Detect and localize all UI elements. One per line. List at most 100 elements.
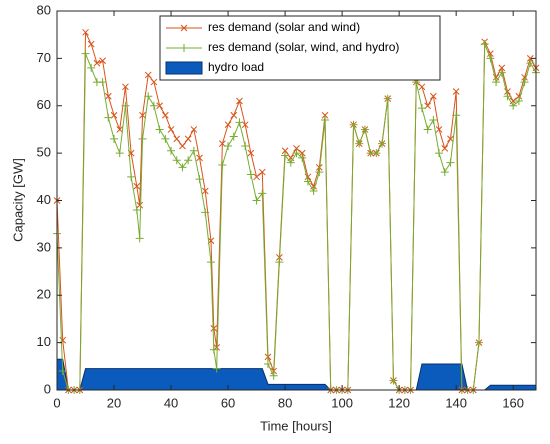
y-tick-label: 0 (44, 381, 51, 396)
y-tick-label: 60 (37, 97, 51, 112)
marker (452, 88, 460, 95)
marker (116, 126, 124, 133)
hydro-area (56, 358, 537, 391)
marker (179, 142, 186, 150)
marker (201, 208, 210, 217)
marker (82, 28, 89, 36)
marker (195, 175, 204, 184)
marker (98, 78, 107, 87)
marker (110, 134, 119, 143)
marker (133, 182, 141, 190)
x-tick-label: 0 (53, 395, 60, 410)
legend-marker (180, 44, 188, 52)
marker (230, 111, 238, 119)
y-tick-label: 40 (37, 192, 51, 207)
y-tick-label: 30 (37, 239, 51, 254)
marker (87, 40, 95, 48)
marker (206, 258, 215, 267)
marker (480, 40, 489, 49)
marker (298, 149, 306, 157)
marker (93, 59, 101, 67)
marker (383, 94, 392, 103)
marker (435, 149, 444, 158)
marker (293, 145, 300, 152)
marker (355, 139, 364, 148)
marker (286, 158, 295, 167)
marker (247, 149, 255, 157)
marker (235, 118, 244, 127)
legend-marker (180, 24, 188, 32)
marker (173, 135, 181, 143)
marker (514, 97, 523, 106)
marker (229, 132, 238, 141)
marker (315, 168, 324, 177)
marker (303, 177, 312, 186)
marker (372, 149, 381, 158)
marker (196, 154, 203, 162)
legend: res demand (solar and wind) res demand (s… (159, 15, 441, 81)
marker (144, 92, 153, 101)
marker (520, 78, 529, 87)
marker (498, 64, 506, 72)
marker (423, 125, 432, 134)
x-tick-label: 20 (107, 395, 121, 410)
x-tick-label: 80 (278, 395, 292, 410)
y-axis-label: Capacity [GW] (10, 158, 25, 242)
marker (155, 125, 164, 134)
marker (258, 189, 267, 198)
marker (429, 115, 438, 124)
marker (349, 120, 358, 129)
marker (263, 359, 272, 368)
marker (486, 54, 495, 63)
marker (418, 83, 426, 91)
marker (104, 92, 112, 100)
x-tick-label: 60 (221, 395, 235, 410)
marker (81, 49, 90, 58)
x-tick-label: 100 (331, 395, 353, 410)
marker (167, 126, 175, 133)
legend-label: res demand (solar and wind) (208, 20, 360, 34)
marker (190, 126, 198, 133)
marker (378, 139, 387, 148)
marker (315, 163, 323, 171)
marker (497, 68, 506, 77)
marker (281, 147, 289, 155)
marker (201, 187, 209, 195)
marker (292, 149, 301, 158)
marker (87, 63, 96, 72)
marker (252, 196, 261, 205)
marker (149, 101, 158, 110)
legend-label: res demand (solar, wind, and hydro) (208, 40, 399, 54)
marker (321, 115, 330, 124)
marker (224, 142, 233, 151)
marker (440, 168, 449, 177)
marker (430, 92, 437, 100)
x-tick-label: 160 (502, 395, 524, 410)
marker (246, 170, 255, 179)
marker (487, 50, 494, 57)
y-tick-label: 10 (37, 334, 51, 349)
marker (189, 146, 198, 155)
marker (178, 163, 187, 172)
marker (167, 146, 176, 155)
marker (161, 111, 169, 119)
marker (452, 111, 461, 120)
y-tick-label: 20 (37, 287, 51, 302)
marker (99, 57, 106, 65)
x-tick-label: 140 (445, 395, 467, 410)
marker (218, 160, 227, 169)
marker (135, 234, 144, 243)
marker (139, 111, 146, 119)
marker (121, 101, 130, 110)
marker (156, 102, 163, 110)
marker (236, 97, 243, 105)
marker (446, 158, 455, 167)
marker (132, 205, 141, 214)
marker (58, 367, 67, 376)
marker (241, 142, 250, 151)
x-axis-label: Time [hours] (260, 418, 332, 433)
y-tick-label: 80 (37, 2, 51, 17)
marker (209, 345, 218, 354)
legend-box (159, 15, 441, 81)
